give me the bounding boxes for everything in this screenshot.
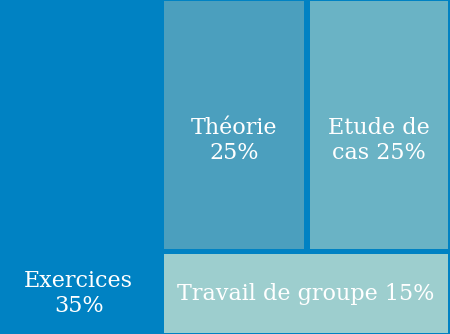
Text: Exercices
35%: Exercices 35% xyxy=(24,270,133,317)
Text: Etude de
cas 25%: Etude de cas 25% xyxy=(328,117,430,164)
FancyBboxPatch shape xyxy=(164,254,448,333)
Text: Théorie
25%: Théorie 25% xyxy=(191,117,277,164)
FancyBboxPatch shape xyxy=(164,1,304,249)
FancyBboxPatch shape xyxy=(2,1,158,333)
FancyBboxPatch shape xyxy=(310,1,448,249)
Text: Travail de groupe 15%: Travail de groupe 15% xyxy=(177,283,435,305)
